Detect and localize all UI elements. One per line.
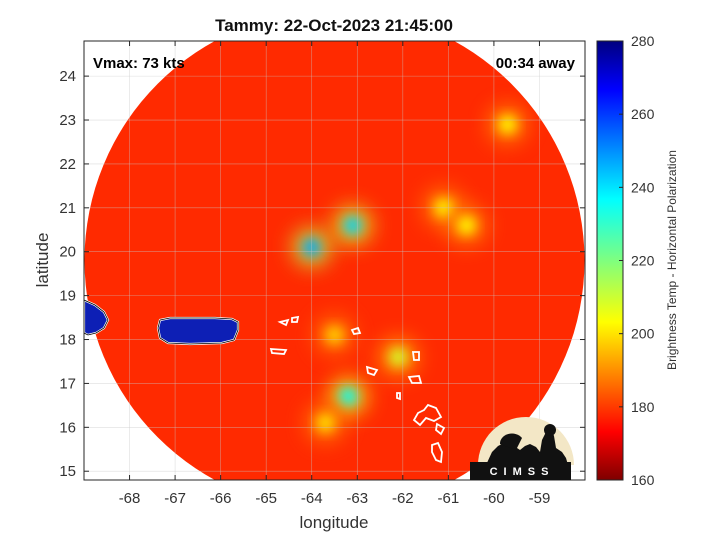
y-tick-label: 21 — [59, 200, 76, 217]
y-tick-label: 17 — [59, 375, 76, 392]
y-tick-label: 22 — [59, 156, 76, 173]
feature-core — [389, 348, 408, 367]
logo-banner — [470, 462, 571, 480]
logo-tower-tank — [544, 424, 556, 436]
x-tick-label: -60 — [483, 490, 505, 507]
feature-core — [498, 115, 517, 134]
feature-core — [343, 216, 362, 235]
colorbar-tick-label: 240 — [631, 179, 655, 195]
feature-core — [316, 413, 335, 432]
colorbar — [596, 40, 624, 481]
colorbar-tick-label: 160 — [631, 472, 655, 488]
colorbar-tick-marks — [619, 40, 623, 481]
feature-core — [339, 387, 358, 406]
x-axis-label: longitude — [299, 513, 368, 532]
colorbar-tick-label: 260 — [631, 106, 655, 122]
x-tick-label: -66 — [210, 490, 232, 507]
colorbar-label: Brightness Temp - Horizontal Polarizatio… — [665, 150, 679, 370]
hispaniola-outline — [84, 299, 109, 336]
vmax-annotation: Vmax: 73 kts — [93, 55, 185, 72]
logo-silhouette — [486, 428, 568, 465]
grid-lines — [84, 41, 585, 480]
swath-disk — [84, 41, 585, 480]
colorbar-tick-label: 200 — [631, 326, 655, 342]
x-tick-label: -63 — [346, 490, 368, 507]
time-away-annotation: 00:34 away — [496, 55, 576, 72]
feature-core — [325, 326, 344, 345]
x-tick-label: -59 — [529, 490, 551, 507]
y-tick-label: 15 — [59, 463, 76, 480]
logo-text: CIMSS — [490, 466, 555, 478]
x-tick-labels: -68 -67 -66 -65 -64 -63 -62 -61 -60 -59 — [119, 490, 551, 507]
coastlines — [84, 298, 446, 464]
y-tick-labels: 15 16 17 18 19 20 21 22 23 24 — [59, 68, 76, 480]
puerto-rico-coastline — [156, 316, 240, 346]
colorbar-tick-label: 280 — [631, 33, 655, 49]
chart-title: Tammy: 22-Oct-2023 21:45:00 — [215, 16, 453, 35]
plot-frame — [83, 40, 586, 481]
x-tick-label: -65 — [255, 490, 277, 507]
colorbar-tick-label: 180 — [631, 399, 655, 415]
colorbar-tick-labels: 160 180 200 220 240 260 280 — [631, 33, 655, 488]
x-tick-label: -62 — [392, 490, 414, 507]
tick-marks — [84, 41, 585, 480]
x-tick-label: -61 — [438, 490, 460, 507]
y-tick-label: 16 — [59, 419, 76, 436]
y-tick-label: 19 — [59, 288, 76, 305]
y-tick-label: 23 — [59, 112, 76, 129]
y-tick-label: 24 — [59, 68, 76, 85]
y-axis-label: latitude — [33, 233, 52, 288]
feature-core — [457, 216, 476, 235]
puerto-rico-outline — [157, 317, 239, 345]
y-tick-label: 20 — [59, 244, 76, 261]
x-tick-label: -64 — [301, 490, 323, 507]
small-islands — [269, 315, 446, 464]
y-tick-label: 18 — [59, 332, 76, 349]
logo-dish — [499, 433, 522, 450]
x-tick-label: -67 — [164, 490, 186, 507]
cimss-logo: CIMSS — [470, 417, 574, 480]
x-tick-label: -68 — [119, 490, 141, 507]
swath-layer — [84, 41, 585, 480]
colorbar-tick-label: 220 — [631, 253, 655, 269]
